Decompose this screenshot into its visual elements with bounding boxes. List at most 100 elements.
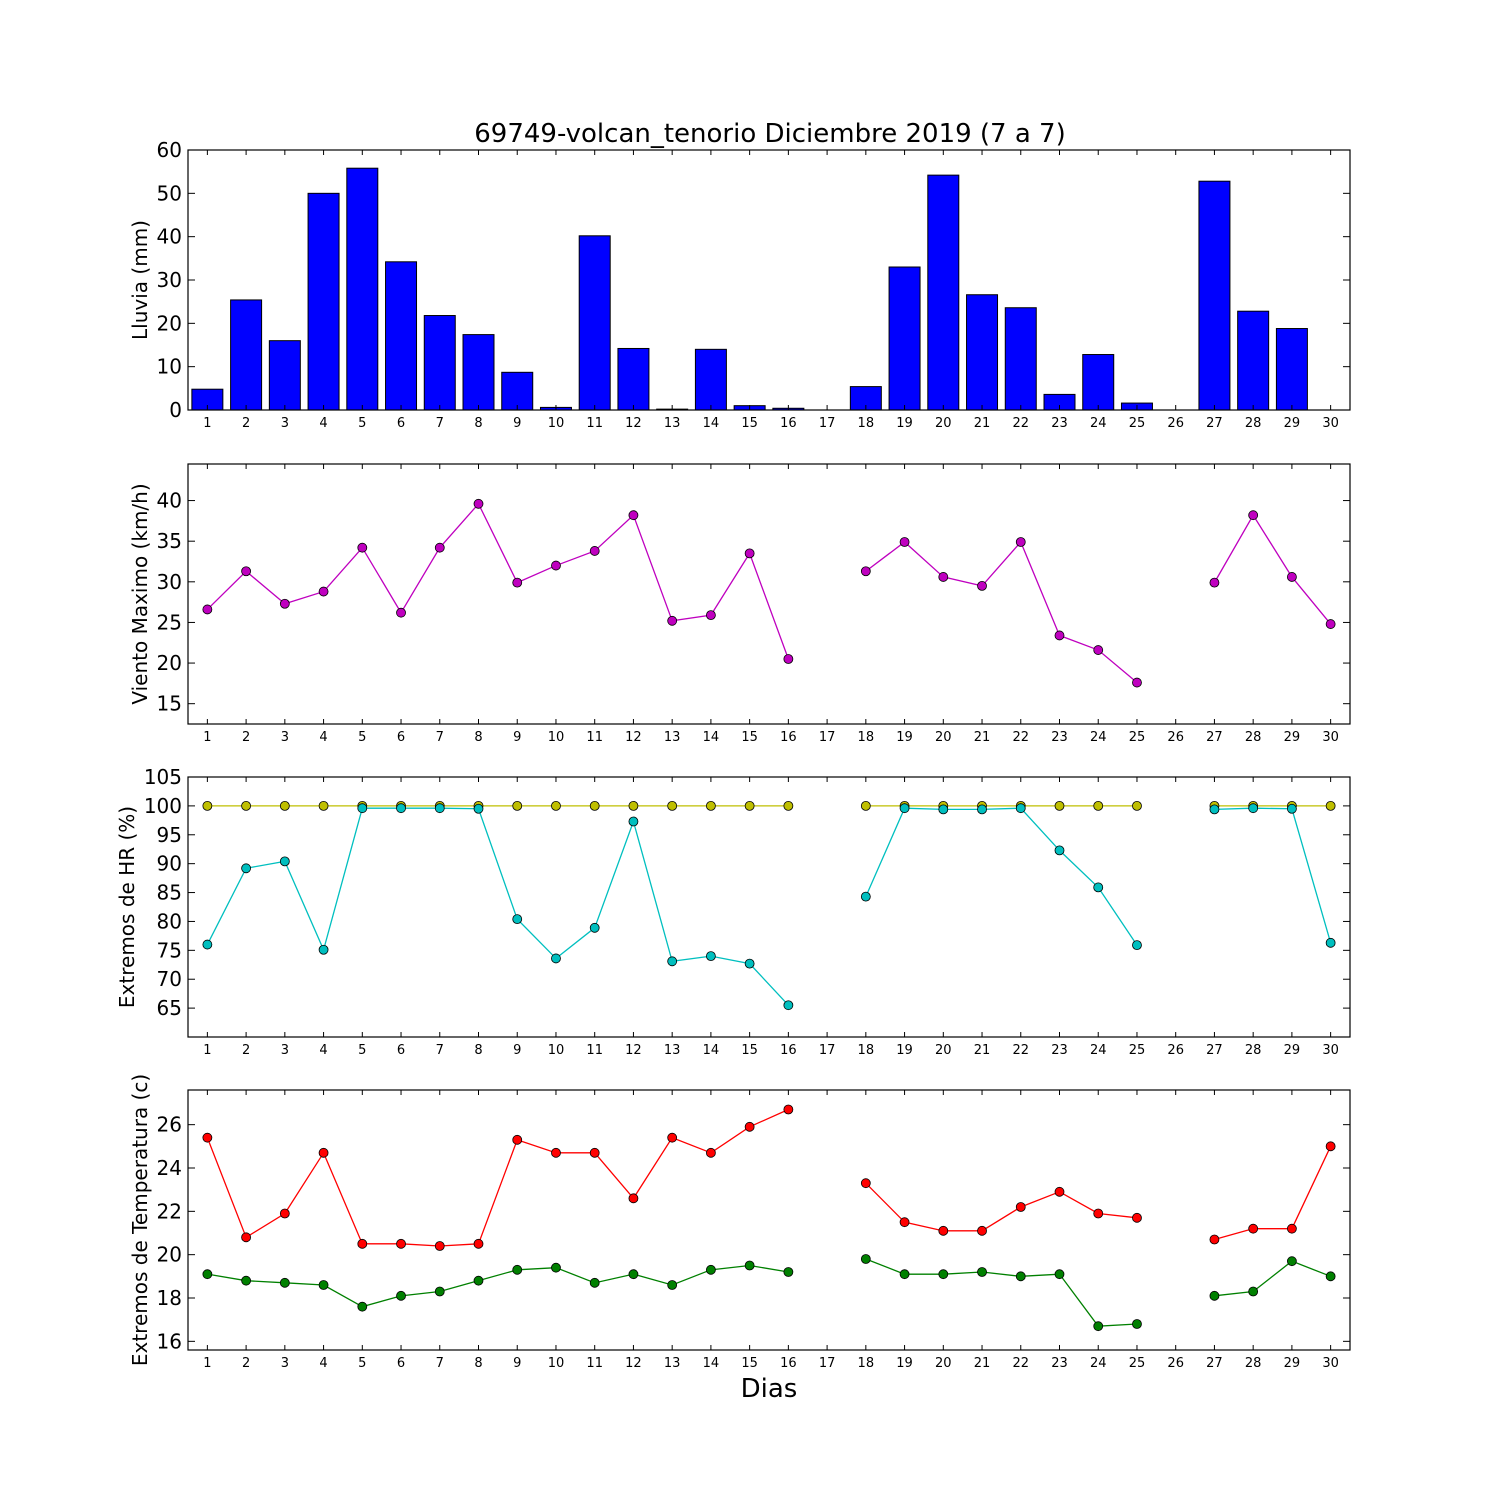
x-tick-label: 14: [703, 1043, 720, 1058]
x-tick-label: 5: [358, 730, 366, 745]
series-0-point-day-10: [551, 1147, 561, 1158]
series-1-point-day-21: [977, 804, 987, 815]
series-0-point-day-22: [1015, 537, 1026, 547]
series-1-line: [1214, 1260, 1331, 1297]
series-0-point-day-18: [860, 1178, 871, 1189]
x-tick-label: 29: [1284, 730, 1301, 745]
x-tick-label: 7: [436, 730, 444, 745]
x-tick-label: 25: [1129, 1356, 1146, 1371]
series-1-point-day-5: [357, 803, 368, 814]
x-tick-label: 16: [780, 1043, 797, 1058]
x-tick-label: 17: [819, 730, 836, 745]
series-1-point-day-12: [628, 816, 639, 827]
y-tick-label: 90: [157, 852, 182, 876]
series-0-point-day-13: [667, 1132, 678, 1143]
bar-day-14: [694, 348, 727, 411]
series-1-point-day-15: [744, 958, 755, 969]
x-tick-label: 15: [741, 1356, 758, 1371]
bar-day-4: [307, 192, 340, 411]
x-tick-label: 13: [664, 1043, 681, 1058]
series-0-point-day-4: [318, 800, 329, 811]
series-1-point-day-6: [396, 1290, 406, 1301]
series-0-point-day-23: [1054, 800, 1065, 811]
series-1-point-day-8: [473, 803, 484, 814]
series-1-line: [865, 807, 1138, 946]
y-tick-label: 80: [157, 909, 182, 933]
series-0-point-day-25: [1132, 800, 1142, 811]
x-tick-label: 13: [664, 730, 681, 745]
x-tick-label: 21: [974, 416, 991, 431]
series-0-point-day-13: [667, 615, 678, 626]
series-0-point-day-16: [783, 1104, 794, 1115]
x-tick-label: 9: [513, 416, 521, 431]
series-0-point-day-25: [1132, 1212, 1142, 1223]
series-1-point-day-4: [318, 944, 329, 955]
x-tick-label: 6: [397, 1043, 405, 1058]
x-tick-label: 1: [203, 1356, 211, 1371]
x-tick-label: 4: [319, 1043, 327, 1058]
series-0-point-day-21: [977, 580, 987, 591]
series-0-point-day-6: [396, 1238, 406, 1249]
series-1-point-day-25: [1132, 940, 1142, 951]
x-tick-label: 21: [974, 730, 991, 745]
series-0-point-day-3: [279, 598, 290, 609]
series-0-point-day-12: [628, 800, 639, 811]
series-1-point-day-12: [628, 1269, 639, 1280]
series-1-point-day-24: [1093, 882, 1104, 893]
series-0-point-day-15: [744, 548, 755, 559]
series-0-line: [206, 502, 789, 660]
x-tick-label: 27: [1206, 730, 1223, 745]
x-tick-label: 2: [242, 730, 250, 745]
x-axis-label: Dias: [741, 1374, 798, 1404]
series-0-point-day-1: [202, 604, 213, 615]
series-1-line: [206, 807, 789, 1006]
series-0-point-day-2: [241, 800, 252, 811]
y-tick-label: 20: [157, 1243, 182, 1267]
series-1-point-day-29: [1287, 1256, 1297, 1267]
y-tick-label: 100: [144, 794, 182, 818]
x-tick-label: 5: [358, 416, 366, 431]
x-tick-label: 19: [896, 1043, 913, 1058]
series-1-point-day-27: [1209, 1290, 1220, 1301]
x-tick-label: 23: [1051, 416, 1068, 431]
series-0-point-day-15: [744, 800, 755, 811]
series-0-point-day-27: [1209, 1234, 1220, 1245]
series-1-point-day-15: [744, 1260, 755, 1271]
x-tick-label: 6: [397, 416, 405, 431]
x-tick-label: 14: [703, 730, 720, 745]
series-0-point-day-27: [1209, 577, 1220, 588]
axes-frame: [187, 463, 1351, 725]
x-tick-label: 3: [281, 416, 289, 431]
series-0-point-day-16: [783, 800, 794, 811]
series-0-point-day-7: [434, 542, 445, 553]
series-1-point-day-5: [357, 1301, 368, 1312]
series-0-point-day-5: [357, 542, 368, 553]
series-0-point-day-12: [628, 510, 639, 521]
x-tick-label: 24: [1090, 1356, 1107, 1371]
series-0-point-day-4: [318, 586, 329, 597]
x-tick-label: 19: [896, 1356, 913, 1371]
series-0-point-day-15: [744, 1121, 755, 1132]
series-0-point-day-21: [977, 1225, 987, 1236]
x-tick-label: 28: [1245, 1356, 1262, 1371]
series-1-point-day-1: [202, 1269, 213, 1280]
series-1-point-day-14: [706, 1264, 716, 1275]
series-0-point-day-16: [783, 654, 794, 664]
series-1-point-day-6: [396, 803, 406, 814]
series-1-point-day-21: [977, 1267, 987, 1277]
series-0-point-day-20: [938, 1225, 949, 1236]
series-1-point-day-13: [667, 956, 678, 967]
series-0-line: [206, 1108, 789, 1247]
series-0-point-day-30: [1325, 619, 1336, 629]
y-tick-label: 26: [157, 1113, 182, 1137]
x-tick-label: 3: [281, 1356, 289, 1371]
x-tick-label: 1: [203, 1043, 211, 1058]
x-tick-label: 22: [1012, 416, 1029, 431]
series-0-point-day-28: [1248, 1223, 1259, 1234]
bar-day-8: [462, 334, 495, 411]
series-1-point-day-9: [512, 914, 523, 925]
x-tick-label: 2: [242, 416, 250, 431]
y-tick-label: 75: [157, 938, 182, 962]
